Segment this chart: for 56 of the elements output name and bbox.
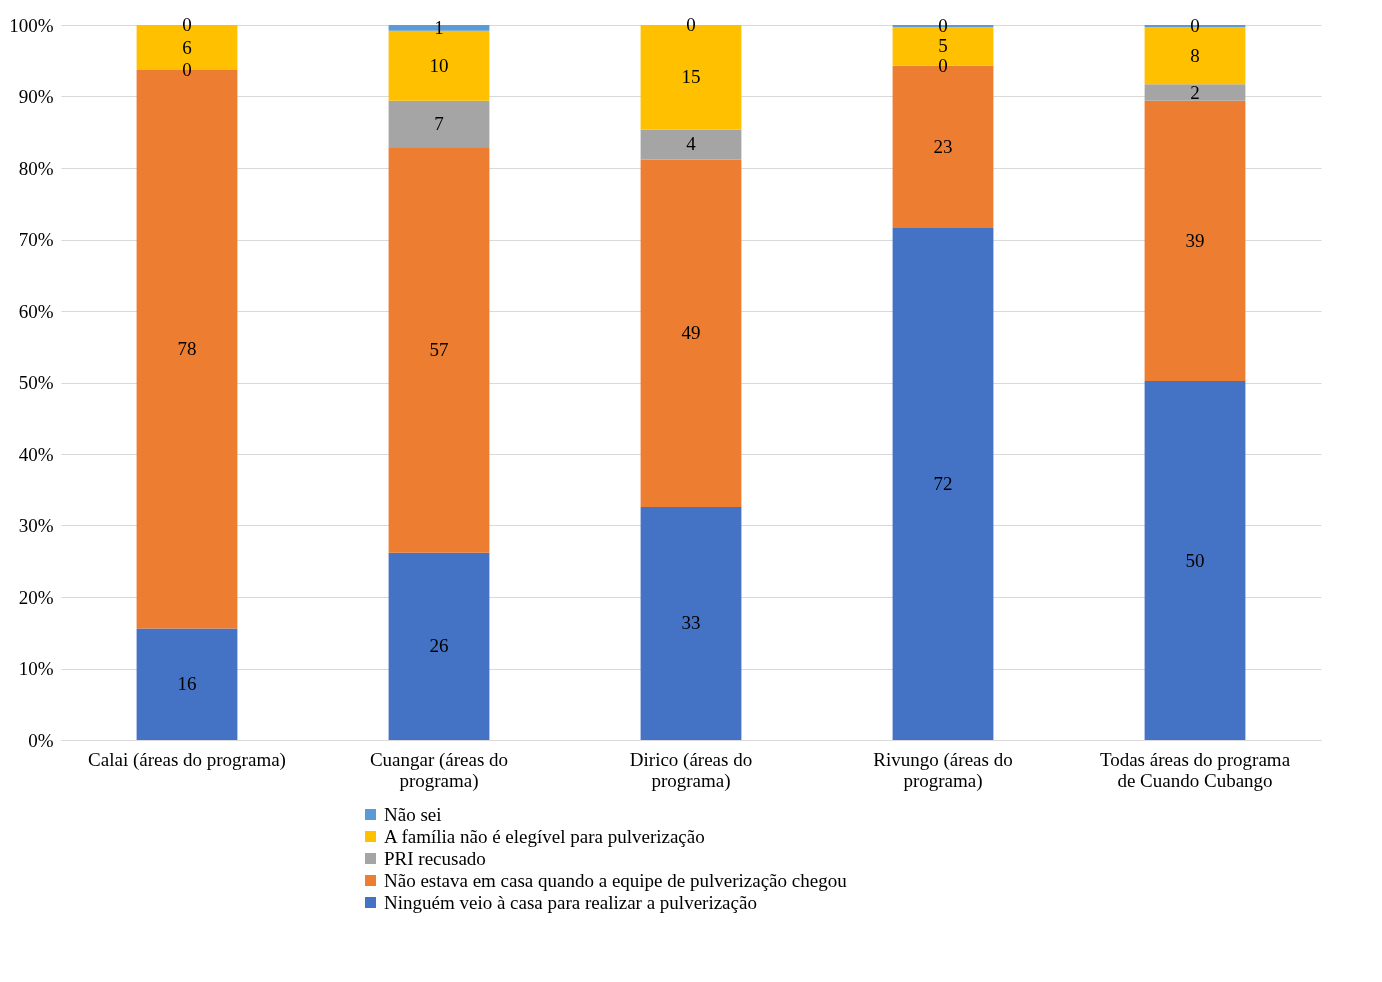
y-tick-label: 100% bbox=[9, 14, 54, 36]
y-tick-label: 10% bbox=[18, 658, 54, 679]
legend-label: PRI recusado bbox=[384, 847, 486, 869]
data-label: 57 bbox=[429, 339, 449, 361]
data-label: 7 bbox=[434, 113, 444, 135]
legend-label: Ninguém veio à casa para realizar a pulverização bbox=[384, 891, 757, 913]
legend-label: A família não é elegível para pulverização bbox=[384, 825, 705, 847]
x-tick-label: Dirico (áreas do programa) bbox=[629, 748, 753, 792]
bar bbox=[1144, 84, 1246, 101]
y-tick-label: 80% bbox=[18, 157, 54, 179]
data-label: 78 bbox=[177, 338, 197, 360]
legend-label: Não estava em casa quando a equipe de pulverização chegou bbox=[384, 869, 848, 891]
bar bbox=[640, 129, 742, 160]
x-tick-label: Cuangar (áreas do programa) bbox=[369, 748, 509, 792]
x-tick-label: Calai (áreas do programa) bbox=[88, 748, 286, 771]
bar bbox=[1144, 381, 1246, 740]
bar bbox=[640, 506, 742, 740]
bar bbox=[1144, 100, 1246, 382]
data-label: 72 bbox=[933, 473, 953, 495]
data-label: 0 bbox=[938, 54, 948, 76]
data-label: 26 bbox=[429, 635, 449, 657]
data-label: 10 bbox=[429, 54, 449, 76]
y-tick-label: 70% bbox=[18, 229, 54, 250]
bar bbox=[388, 552, 490, 740]
y-tick-label: 30% bbox=[18, 515, 54, 536]
data-label: 0 bbox=[686, 14, 696, 35]
bar bbox=[136, 628, 238, 740]
y-tick-label: 50% bbox=[18, 372, 54, 393]
data-label: 0 bbox=[938, 15, 948, 37]
data-label: 16 bbox=[177, 673, 197, 695]
x-tick-label: Todas áreas do programa de Cuando Cubango bbox=[1099, 748, 1291, 791]
data-label: 49 bbox=[681, 322, 701, 344]
y-tick-label: 20% bbox=[18, 586, 54, 608]
bar bbox=[892, 228, 994, 740]
x-tick-label: Rivungo (áreas do programa) bbox=[873, 748, 1013, 792]
data-label: 8 bbox=[1190, 44, 1200, 66]
data-label: 15 bbox=[681, 66, 701, 88]
data-label: 33 bbox=[681, 612, 701, 634]
bar bbox=[388, 100, 490, 148]
data-label: 0 bbox=[182, 14, 192, 35]
data-label: 0 bbox=[182, 59, 192, 81]
y-tick-label: 40% bbox=[18, 443, 54, 465]
y-tick-label: 0% bbox=[28, 729, 54, 751]
data-label: 39 bbox=[1185, 229, 1205, 251]
bar bbox=[388, 147, 490, 553]
data-label: 4 bbox=[686, 133, 697, 155]
data-label: 5 bbox=[938, 35, 948, 57]
legend-label: Não sei bbox=[384, 803, 442, 825]
data-label: 6 bbox=[182, 36, 192, 58]
data-label: 0 bbox=[1190, 15, 1200, 37]
y-tick-label: 90% bbox=[18, 86, 54, 107]
data-label: 2 bbox=[1190, 81, 1200, 103]
data-label: 23 bbox=[933, 135, 953, 157]
data-label: 50 bbox=[1185, 549, 1205, 571]
bar bbox=[640, 159, 742, 507]
y-tick-label: 60% bbox=[18, 300, 54, 322]
